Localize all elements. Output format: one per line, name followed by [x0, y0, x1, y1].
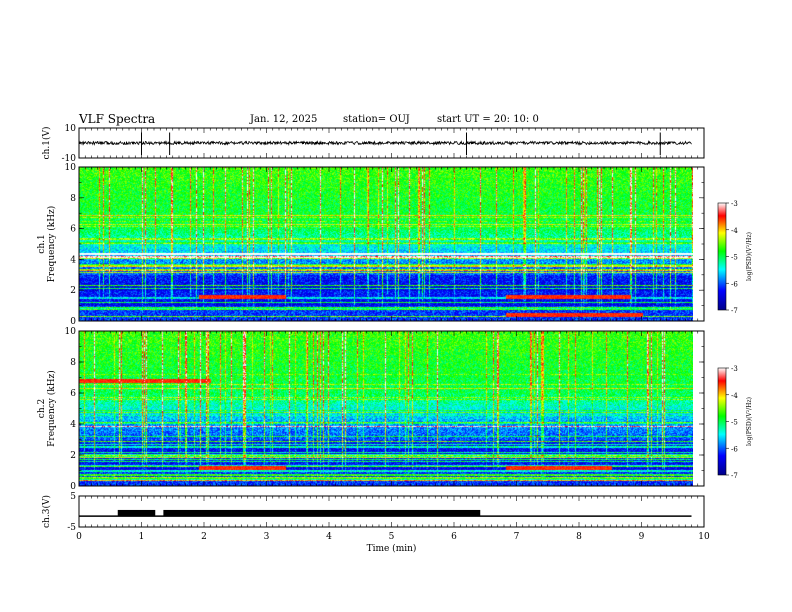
y-tick-label: 10 [65, 124, 77, 134]
y-tick-label: 10 [65, 163, 77, 173]
colorbar-1 [717, 202, 727, 311]
y-axis-label: Frequency (kHz) [46, 370, 57, 447]
y-tick-label: 4 [70, 420, 76, 430]
colorbar-tick-label: -6 [731, 280, 738, 288]
y-tick-label: 6 [70, 225, 76, 235]
y-axis-label: ch.3(V) [41, 495, 52, 528]
x-tick-label: 7 [514, 532, 520, 542]
y-tick-label: 0 [70, 317, 76, 327]
y-axis-label: ch.1(V) [41, 127, 52, 160]
x-tick-label: 3 [264, 532, 270, 542]
colorbar-label: log(PSD)(V²/Hz) [746, 397, 753, 446]
x-tick-label: 10 [698, 532, 710, 542]
x-tick-label: 4 [326, 532, 332, 542]
chart-title: VLF Spectra [79, 112, 156, 126]
ch3-pulse [163, 509, 481, 517]
y-tick-label: 6 [70, 389, 76, 399]
y-tick-label: 10 [65, 327, 77, 337]
spectrogram-ch2-spectrogram [79, 331, 693, 486]
y-tick-label: 8 [70, 358, 76, 368]
colorbar-tick-label: -7 [731, 472, 738, 480]
start-time-label: start UT = 20: 10: 0 [437, 114, 539, 125]
x-tick-label: 2 [201, 532, 207, 542]
colorbar-tick-label: -3 [731, 365, 738, 373]
y-tick-label: 2 [70, 451, 76, 461]
y-axis-label: ch.1 [37, 234, 47, 253]
colorbar-label: log(PSD)(V²/Hz) [746, 232, 753, 281]
colorbar-tick-label: -3 [731, 200, 738, 208]
ch3-pulse [117, 509, 156, 517]
colorbar-tick-label: -4 [731, 392, 738, 400]
y-tick-label: -5 [67, 523, 76, 533]
y-tick-label: 2 [70, 286, 76, 296]
colorbar-tick-label: -4 [731, 227, 738, 235]
x-tick-label: 8 [576, 532, 582, 542]
x-tick-label: 5 [389, 532, 395, 542]
y-tick-label: -10 [62, 154, 77, 164]
ch1-waveform-trace [78, 140, 692, 147]
y-tick-label: 4 [70, 255, 76, 265]
x-axis-label: Time (min) [367, 543, 417, 554]
colorbar-tick-label: -5 [731, 419, 738, 427]
date-label: Jan. 12, 2025 [250, 114, 318, 125]
y-axis-label: ch.2 [37, 399, 47, 418]
x-tick-label: 9 [639, 532, 645, 542]
y-tick-label: 5 [70, 492, 76, 502]
y-tick-label: 8 [70, 194, 76, 204]
x-tick-label: 0 [76, 532, 82, 542]
y-tick-label: 0 [70, 482, 76, 492]
colorbar-tick-label: -6 [731, 445, 738, 453]
spectrogram-ch1-spectrogram [79, 167, 693, 321]
colorbar-tick-label: -5 [731, 254, 738, 262]
x-tick-label: 6 [451, 532, 457, 542]
y-axis-label: Frequency (kHz) [46, 206, 57, 283]
colorbar-2 [717, 367, 727, 476]
colorbar-tick-label: -7 [731, 307, 738, 315]
x-tick-label: 1 [139, 532, 145, 542]
station-label: station= OUJ [343, 114, 410, 125]
